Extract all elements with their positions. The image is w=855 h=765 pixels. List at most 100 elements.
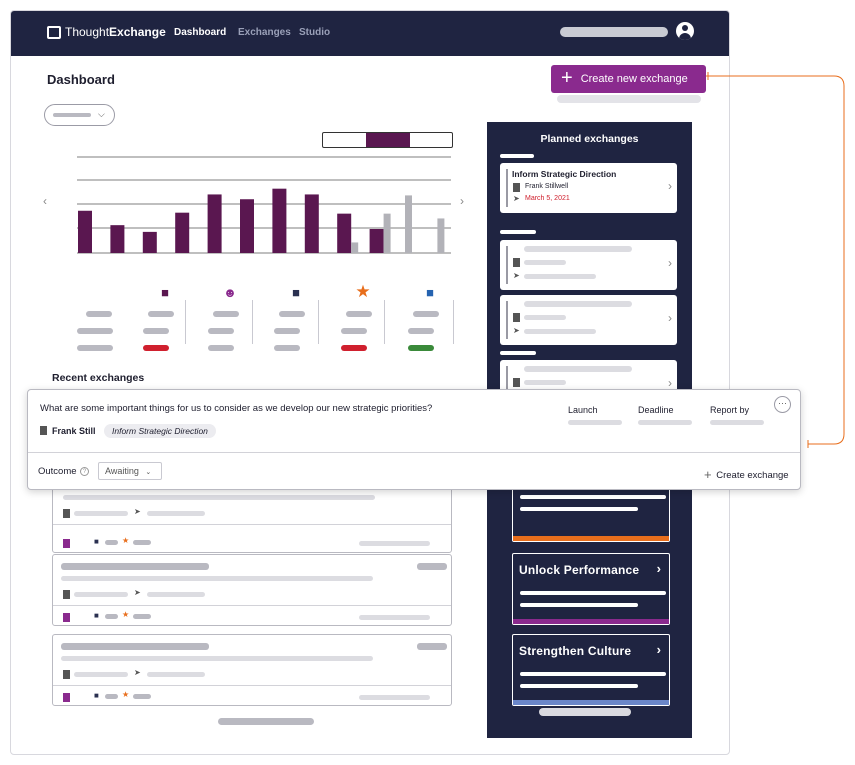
chart-bar[interactable] <box>78 210 92 253</box>
create-exchange-label: Create exchange <box>716 470 789 481</box>
chart-bar[interactable] <box>240 199 254 253</box>
account-icon[interactable] <box>676 22 694 40</box>
count-placeholder <box>105 540 118 545</box>
chart-bar[interactable] <box>207 194 222 253</box>
create-new-exchange-button[interactable]: + Create new exchange <box>551 65 706 93</box>
launch-column-label: Launch <box>568 405 598 415</box>
chevron-left-icon[interactable]: ‹ <box>43 194 47 208</box>
exchange-detail-popover: What are some important things for us to… <box>27 389 801 490</box>
message-icon: ■ <box>94 537 99 546</box>
create-exchange-button[interactable]: + Create exchange <box>704 466 789 482</box>
chart-bar[interactable] <box>337 213 352 253</box>
chevron-right-icon: › <box>668 376 672 390</box>
toggle-segment-active[interactable] <box>366 133 410 147</box>
more-options-icon[interactable]: ··· <box>774 396 791 413</box>
text-placeholder <box>359 615 430 620</box>
person-icon <box>63 613 70 622</box>
text-placeholder <box>359 541 430 546</box>
help-icon[interactable]: ? <box>80 467 89 476</box>
planned-exchange-card[interactable]: ➤ › <box>500 295 677 345</box>
person-icon <box>513 183 520 192</box>
text-placeholder <box>524 315 566 320</box>
person-icon <box>513 378 520 387</box>
planned-exchange-card[interactable]: ➤ › <box>500 240 677 290</box>
text-placeholder <box>520 672 666 676</box>
exchange-theme-tag[interactable]: Inform Strategic Direction <box>104 424 216 438</box>
stat-column-divider <box>453 300 454 344</box>
chart-bar[interactable] <box>304 194 319 253</box>
section-marker <box>500 230 536 234</box>
theme-accent-bar <box>513 619 669 624</box>
stat-label-placeholder <box>86 311 112 317</box>
status-placeholder <box>417 563 447 570</box>
chart-range-toggle[interactable] <box>322 132 453 148</box>
chevron-right-icon[interactable]: › <box>460 194 464 208</box>
chart-bar[interactable] <box>142 231 157 253</box>
recent-exchange-card[interactable]: ➤ ■ ★ <box>52 634 452 706</box>
stat-value-placeholder <box>274 328 300 334</box>
text-placeholder <box>520 603 638 607</box>
sidebar-footer-placeholder[interactable] <box>539 708 631 716</box>
text-placeholder <box>74 511 128 516</box>
section-marker <box>500 351 536 355</box>
stat-status-bar <box>143 345 169 351</box>
chart-bar[interactable] <box>369 229 384 253</box>
count-placeholder <box>133 614 151 619</box>
activity-bar-chart <box>77 156 451 254</box>
stat-column-divider <box>185 300 186 344</box>
message-icon: ■ <box>292 284 300 300</box>
stat-value-placeholder <box>143 328 169 334</box>
count-placeholder <box>133 694 151 699</box>
person-icon <box>513 258 520 267</box>
search-placeholder-bar[interactable] <box>560 27 668 37</box>
chart-bar[interactable] <box>175 212 190 253</box>
star-icon: ★ <box>122 690 130 699</box>
chart-bar[interactable] <box>437 218 445 253</box>
text-placeholder <box>61 576 373 581</box>
stat-value-placeholder <box>213 311 239 317</box>
recent-exchange-card[interactable]: ➤ ■ ★ <box>52 481 452 553</box>
star-icon: ★ <box>122 536 130 545</box>
person-icon <box>63 539 70 548</box>
chart-bar[interactable] <box>110 225 125 253</box>
card-left-border <box>506 169 508 207</box>
text-placeholder <box>524 380 566 385</box>
period-dropdown[interactable]: ⌵ <box>44 104 115 126</box>
text-placeholder <box>147 592 205 597</box>
text-placeholder <box>524 274 596 279</box>
theme-card-unlock-performance[interactable]: Unlock Performance › <box>512 553 670 625</box>
theme-card-strengthen-culture[interactable]: Strengthen Culture › <box>512 634 670 706</box>
chart-bar[interactable] <box>351 242 359 253</box>
person-icon <box>63 670 70 679</box>
chart-bar[interactable] <box>405 195 412 253</box>
chart-bar[interactable] <box>383 213 391 253</box>
text-placeholder <box>520 591 666 595</box>
stat-value-placeholder <box>408 328 434 334</box>
chevron-right-icon: › <box>656 561 661 576</box>
recent-exchange-card[interactable]: ➤ ■ ★ <box>52 554 452 626</box>
dropdown-value-placeholder <box>53 113 91 117</box>
count-placeholder <box>105 694 118 699</box>
chevron-right-icon: › <box>668 179 672 193</box>
launch-value-placeholder <box>568 420 622 425</box>
message-icon: ■ <box>94 611 99 620</box>
recent-pagination-placeholder[interactable] <box>218 718 314 725</box>
planned-exchange-card[interactable]: Inform Strategic Direction Frank Stillwe… <box>500 163 677 213</box>
stat-column-divider <box>384 300 385 344</box>
chart-bar[interactable] <box>272 188 287 253</box>
chevron-right-icon: › <box>668 256 672 270</box>
status-placeholder <box>417 643 447 650</box>
planned-exchanges-title: Planned exchanges <box>540 133 639 145</box>
count-placeholder <box>105 614 118 619</box>
brand-logo[interactable]: ThoughtExchange <box>47 25 166 39</box>
report-by-column-label: Report by <box>710 405 750 415</box>
app-window: ThoughtExchange Dashboard Exchanges Stud… <box>10 10 730 755</box>
stat-value-placeholder <box>208 328 234 334</box>
chevron-down-icon: ⌵ <box>98 109 105 119</box>
chevron-down-icon: ⌄ <box>145 469 152 476</box>
nav-exchanges[interactable]: Exchanges <box>238 27 291 38</box>
text-placeholder <box>63 495 375 500</box>
outcome-select[interactable]: Awaiting ⌄ <box>98 462 162 480</box>
nav-studio[interactable]: Studio <box>299 27 331 38</box>
nav-dashboard[interactable]: Dashboard <box>174 27 227 38</box>
